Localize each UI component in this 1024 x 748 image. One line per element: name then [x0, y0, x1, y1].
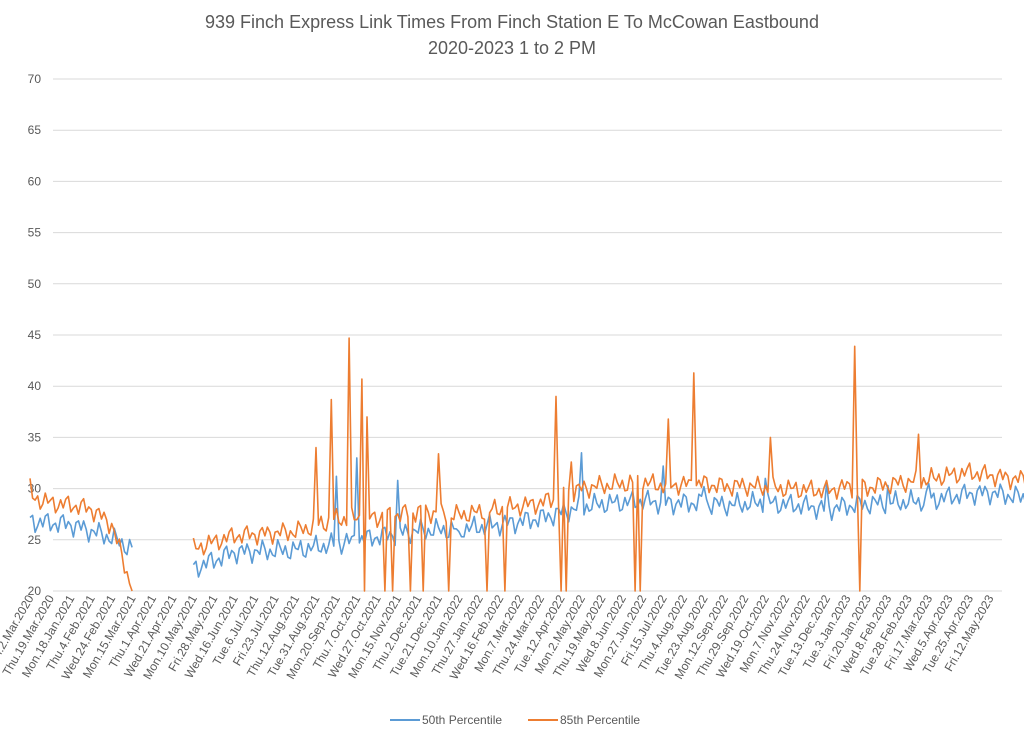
- legend-p85-label: 85th Percentile: [560, 713, 640, 727]
- y-tick-label: 60: [28, 174, 42, 188]
- chart-title: 939 Finch Express Link Times From Finch …: [205, 12, 819, 32]
- y-tick-label: 50: [28, 277, 42, 291]
- y-tick-label: 70: [28, 72, 42, 86]
- y-tick-label: 20: [28, 584, 42, 598]
- y-axis-ticks: 20 25 30 35 40 45 50 55 60 65 70: [28, 72, 42, 598]
- legend: 50th Percentile 85th Percentile: [390, 713, 640, 727]
- y-tick-label: 65: [28, 123, 42, 137]
- x-axis-ticks: Mon.2.Mar.2020Thu.19.Mar.2020Mon.18.Jan.…: [0, 592, 997, 682]
- gridlines: [53, 78, 1002, 592]
- y-tick-label: 45: [28, 328, 42, 342]
- series-lines: [29, 337, 1024, 592]
- series-line-p85: [29, 337, 1024, 592]
- y-tick-label: 40: [28, 379, 42, 393]
- legend-p50-label: 50th Percentile: [422, 713, 502, 727]
- y-tick-label: 25: [28, 533, 42, 547]
- chart-subtitle: 2020-2023 1 to 2 PM: [428, 38, 596, 58]
- y-tick-label: 55: [28, 226, 42, 240]
- y-tick-label: 30: [28, 482, 42, 496]
- y-tick-label: 35: [28, 430, 42, 444]
